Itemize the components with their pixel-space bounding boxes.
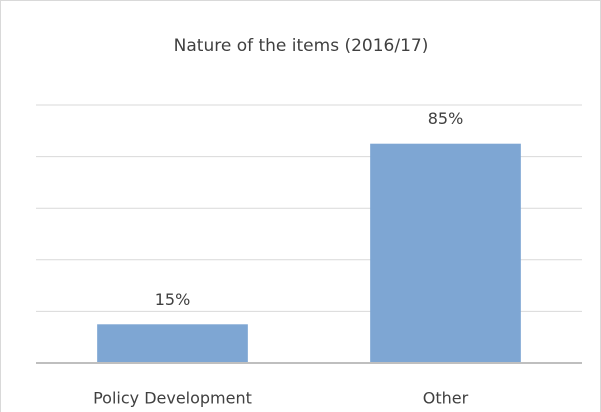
x-tick-label: Policy Development: [93, 389, 252, 408]
value-label: 85%: [428, 109, 464, 128]
x-tick-label: Other: [423, 389, 469, 408]
bar: [370, 143, 521, 363]
bar: [97, 324, 248, 363]
value-label: 15%: [155, 290, 191, 309]
chart-title: Nature of the items (2016/17): [174, 36, 429, 56]
